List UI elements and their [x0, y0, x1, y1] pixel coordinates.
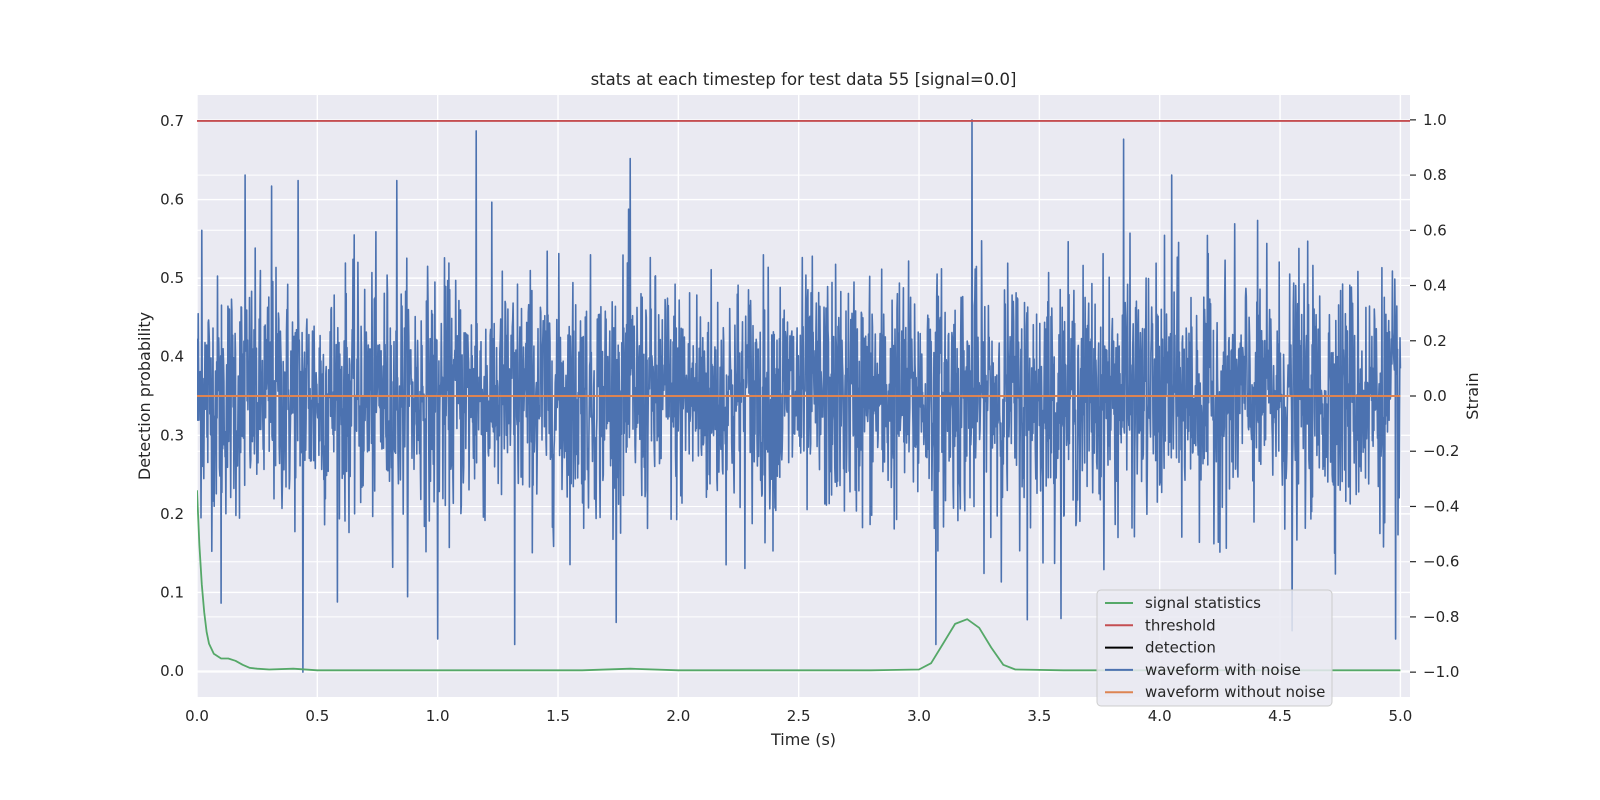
legend-box: [1096, 589, 1333, 707]
y-right-tick-label: 1.0: [1423, 111, 1447, 129]
x-tick-label: 4.0: [1148, 707, 1172, 725]
y-left-tick-label: 0.2: [160, 505, 184, 523]
y-axis-right: −1.0 −0.8 −0.6 −0.4 −0.2 0.0 0.2 0.4 0.6 0.8 1.0: [1410, 111, 1459, 681]
x-tick-label: 0.0: [185, 707, 209, 725]
y-left-tick-label: 0.3: [160, 426, 184, 444]
y-right-tick-label: 0.4: [1423, 277, 1447, 295]
x-tick-label: 2.5: [787, 707, 811, 725]
y-right-tick-label: −0.4: [1423, 497, 1459, 515]
legend-label: detection: [1145, 639, 1216, 657]
x-tick-label: 3.5: [1027, 707, 1051, 725]
y-left-tick-label: 0.5: [160, 269, 184, 287]
y-right-tick-label: −1.0: [1423, 663, 1459, 681]
y-right-tick-label: −0.2: [1423, 442, 1459, 460]
x-tick-label: 1.5: [546, 707, 570, 725]
legend-label: waveform with noise: [1145, 661, 1301, 679]
legend-label: threshold: [1145, 616, 1216, 634]
y-left-tick-label: 0.7: [160, 112, 184, 130]
y-right-tick-label: 0.2: [1423, 332, 1447, 350]
y-left-tick-label: 0.4: [160, 348, 184, 366]
x-axis-label: Time (s): [770, 730, 836, 749]
series-layer: [197, 119, 1410, 673]
x-tick-label: 5.0: [1388, 707, 1412, 725]
y-axis-left: 0.0 0.1 0.2 0.3 0.4 0.5 0.6 0.7: [160, 112, 184, 680]
x-tick-label: 1.0: [426, 707, 450, 725]
x-axis: 0.0 0.5 1.0 1.5 2.0 2.5 3.0 3.5 4.0 4.5 5.0: [185, 707, 1412, 725]
y-left-tick-label: 0.0: [160, 662, 184, 680]
y-right-tick-label: 0.0: [1423, 387, 1447, 405]
chart-title: stats at each timestep for test data 55 …: [591, 70, 1017, 89]
y-axis-left-label: Detection probability: [135, 312, 154, 480]
y-right-tick-label: 0.8: [1423, 166, 1447, 184]
y-axis-right-label: Strain: [1463, 372, 1482, 419]
y-left-tick-label: 0.1: [160, 583, 184, 601]
y-left-tick-label: 0.6: [160, 191, 184, 209]
x-tick-label: 4.5: [1268, 707, 1292, 725]
x-tick-label: 0.5: [305, 707, 329, 725]
y-right-tick-label: −0.8: [1423, 608, 1459, 626]
x-tick-label: 2.0: [666, 707, 690, 725]
series-signal-statistics: [197, 490, 1401, 672]
y-right-tick-label: −0.6: [1423, 553, 1459, 571]
series-waveform-with-noise: [197, 119, 1402, 673]
x-tick-label: 3.0: [907, 707, 931, 725]
legend-label: waveform without noise: [1145, 683, 1325, 701]
y-right-tick-label: 0.6: [1423, 221, 1447, 239]
legend: signal statistics threshold detection wavef…: [1096, 589, 1333, 707]
legend-label: signal statistics: [1145, 594, 1261, 612]
